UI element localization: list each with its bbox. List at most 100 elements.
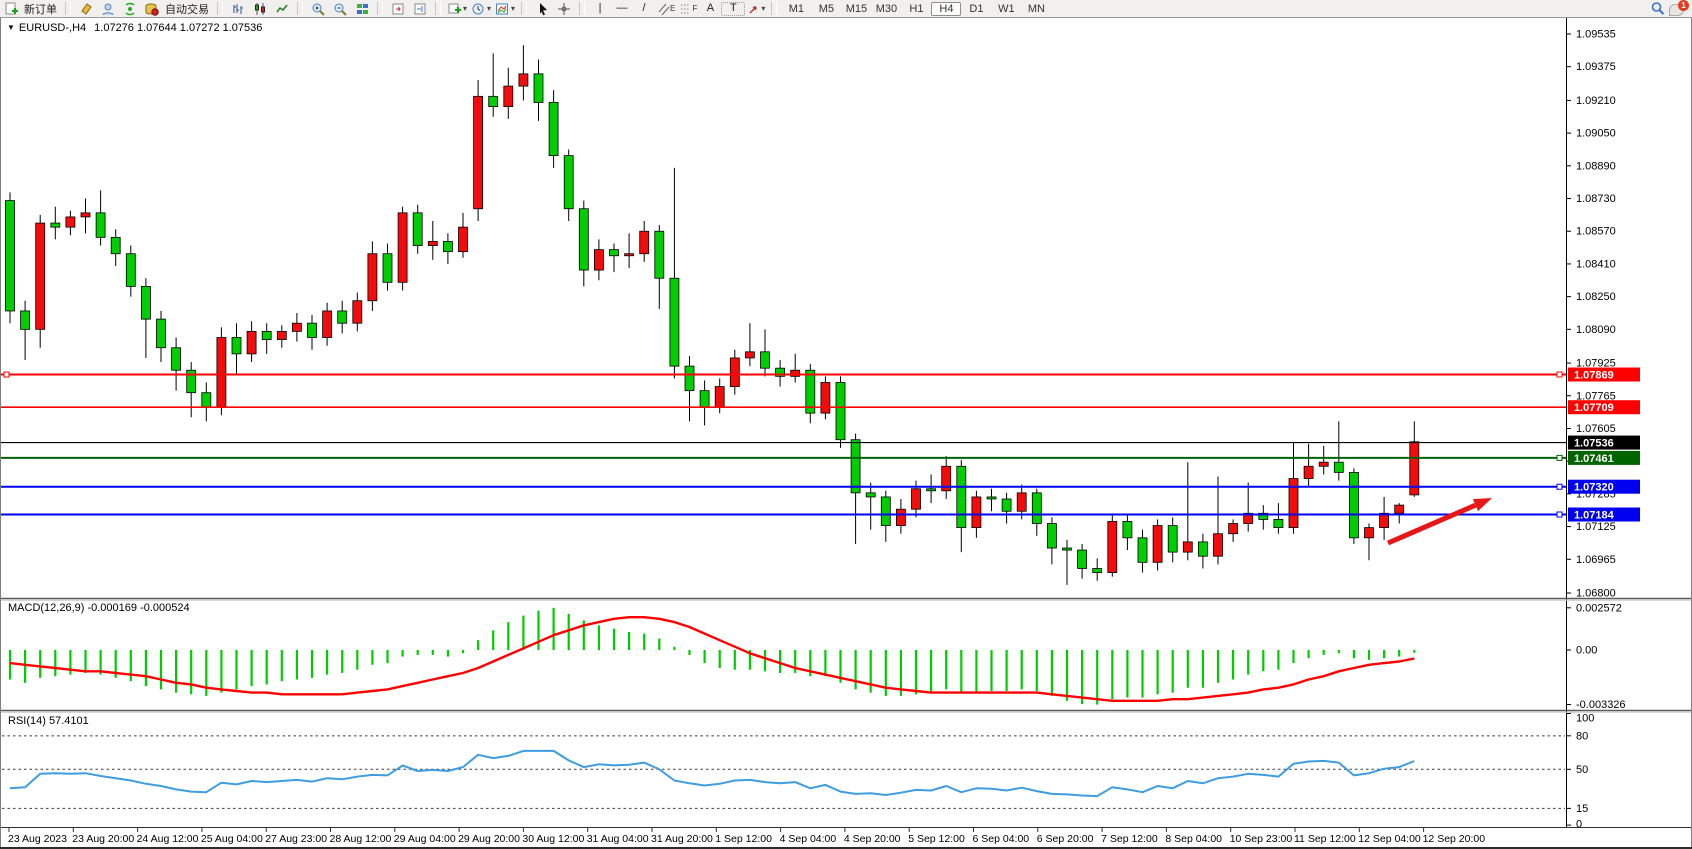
svg-text:1.06965: 1.06965: [1576, 554, 1616, 566]
svg-text:1.08570: 1.08570: [1576, 226, 1616, 238]
chart-shift-button[interactable]: [409, 1, 431, 16]
templates-icon: [496, 3, 509, 14]
fibonacci-icon: [681, 4, 691, 13]
dropdown-caret-icon: ▾: [487, 4, 492, 13]
svg-text:6 Sep 04:00: 6 Sep 04:00: [973, 833, 1030, 845]
styles-button[interactable]: [75, 1, 97, 16]
indicators-button[interactable]: ▾: [445, 1, 469, 16]
svg-text:12 Sep 20:00: 12 Sep 20:00: [1423, 833, 1486, 845]
svg-text:1.07765: 1.07765: [1576, 390, 1616, 402]
auto-scroll-icon: [392, 3, 403, 14]
svg-text:80: 80: [1576, 730, 1588, 742]
new-order-icon: [5, 2, 18, 14]
chart-shift-icon: [414, 3, 425, 14]
timeframe-H1[interactable]: H1: [909, 2, 924, 15]
svg-text:7 Sep 12:00: 7 Sep 12:00: [1101, 833, 1158, 845]
auto-scroll-button[interactable]: [387, 1, 409, 16]
autotrading-label[interactable]: 自动交易: [165, 3, 209, 16]
timeframe-D1[interactable]: D1: [969, 2, 984, 15]
cursor-tool-button[interactable]: [531, 1, 553, 16]
arrows-tool-button[interactable]: ▾: [745, 1, 767, 16]
line-chart-button[interactable]: [271, 1, 293, 16]
svg-text:1.09050: 1.09050: [1576, 128, 1616, 140]
periods-button[interactable]: ▾: [469, 1, 493, 16]
candlestick-chart-button[interactable]: [249, 1, 271, 16]
text-label-tool-button[interactable]: T: [721, 1, 746, 16]
timeframe-MN[interactable]: MN: [1027, 2, 1045, 15]
dropdown-caret-icon: ▾: [511, 4, 516, 13]
svg-text:25 Aug 04:00: 25 Aug 04:00: [201, 833, 263, 845]
toolbar-separator: [297, 2, 303, 15]
timeframe-M5[interactable]: M5: [818, 2, 835, 15]
svg-text:50: 50: [1576, 764, 1588, 776]
svg-text:1.09210: 1.09210: [1576, 95, 1616, 107]
svg-text:-0.003326: -0.003326: [1576, 699, 1626, 711]
timeframe-M30[interactable]: M30: [875, 2, 898, 15]
market-watch-icon: [102, 3, 113, 15]
channel-tool-button[interactable]: E: [655, 1, 677, 16]
trendline-tool-button[interactable]: /: [642, 2, 646, 14]
timeframe-H4[interactable]: H4: [931, 1, 962, 16]
svg-text:1.07869: 1.07869: [1574, 370, 1614, 382]
signals-icon: [125, 2, 134, 15]
svg-text:10 Sep 23:00: 10 Sep 23:00: [1230, 833, 1293, 845]
svg-text:4 Sep 20:00: 4 Sep 20:00: [844, 833, 901, 845]
new-order-button[interactable]: [0, 1, 22, 16]
timeframe-M15[interactable]: M15: [845, 2, 868, 15]
main-toolbar: 新订单 自动交易: [0, 0, 1692, 18]
svg-text:1.07709: 1.07709: [1574, 402, 1614, 414]
svg-text:29 Aug 20:00: 29 Aug 20:00: [458, 833, 520, 845]
svg-text:1.07605: 1.07605: [1576, 423, 1616, 435]
dropdown-caret-icon: ▾: [463, 4, 468, 13]
svg-text:1.07320: 1.07320: [1574, 482, 1614, 494]
svg-text:1.09375: 1.09375: [1576, 61, 1616, 73]
svg-text:1 Sep 12:00: 1 Sep 12:00: [715, 833, 772, 845]
zoom-in-button[interactable]: [307, 1, 329, 16]
market-watch-button[interactable]: [97, 1, 119, 16]
svg-text:1.06800: 1.06800: [1576, 588, 1616, 600]
new-order-label[interactable]: 新订单: [24, 3, 57, 16]
svg-text:27 Aug 23:00: 27 Aug 23:00: [265, 833, 327, 845]
text-tool-button[interactable]: A: [706, 2, 715, 14]
svg-text:1.08730: 1.08730: [1576, 193, 1616, 205]
autotrading-button[interactable]: [141, 1, 163, 16]
zoom-in-icon: [312, 3, 325, 16]
svg-text:31 Aug 20:00: 31 Aug 20:00: [651, 833, 713, 845]
cursor-icon: [539, 2, 547, 15]
zoom-out-button[interactable]: [329, 1, 351, 16]
toolbar-separator: [65, 2, 71, 15]
svg-text:30 Aug 12:00: 30 Aug 12:00: [522, 833, 584, 845]
timeframe-group: M1 M5 M15 M30 H1 H4 D1 W1 MN: [781, 1, 1051, 16]
bar-chart-button[interactable]: [227, 1, 249, 16]
vertical-line-tool-button[interactable]: |: [598, 2, 602, 14]
tile-windows-button[interactable]: [351, 1, 373, 16]
svg-text:1.07461: 1.07461: [1574, 453, 1614, 465]
styles-icon: [80, 2, 92, 15]
toolbar-separator: [217, 2, 223, 15]
notification-count-badge: 1: [1678, 0, 1689, 11]
svg-text:100: 100: [1576, 713, 1594, 725]
notifications-button[interactable]: 1: [1669, 0, 1689, 16]
svg-text:23 Aug 20:00: 23 Aug 20:00: [72, 833, 134, 845]
svg-text:1.07925: 1.07925: [1576, 358, 1616, 370]
toolbar-separator: [435, 2, 441, 15]
templates-button[interactable]: ▾: [493, 1, 517, 16]
svg-text:6 Sep 20:00: 6 Sep 20:00: [1037, 833, 1094, 845]
svg-text:1.08410: 1.08410: [1576, 258, 1616, 270]
timeframe-M1[interactable]: M1: [788, 2, 805, 15]
svg-text:0.002572: 0.002572: [1576, 602, 1622, 614]
svg-text:1.08890: 1.08890: [1576, 160, 1616, 172]
svg-text:12 Sep 04:00: 12 Sep 04:00: [1358, 833, 1421, 845]
svg-text:1.07184: 1.07184: [1574, 510, 1615, 522]
line-chart-icon: [275, 4, 288, 12]
svg-text:24 Aug 12:00: 24 Aug 12:00: [137, 833, 199, 845]
crosshair-tool-button[interactable]: [553, 1, 575, 16]
horizontal-line-tool-button[interactable]: —: [616, 2, 628, 14]
signals-button[interactable]: [119, 1, 141, 16]
timeframe-W1[interactable]: W1: [998, 2, 1015, 15]
search-button[interactable]: [1647, 1, 1669, 16]
fibonacci-tool-button[interactable]: F: [677, 1, 699, 16]
toolbar-separator: [377, 2, 383, 15]
